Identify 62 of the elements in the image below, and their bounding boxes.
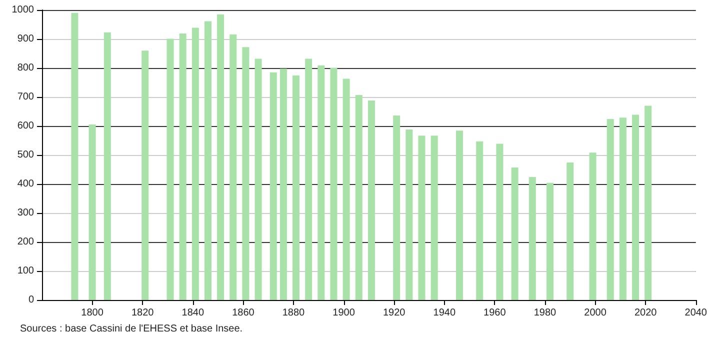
bar xyxy=(204,21,212,300)
bar xyxy=(330,68,338,300)
x-tick-label: 1820 xyxy=(131,308,154,318)
bar xyxy=(280,68,287,300)
bar xyxy=(270,72,277,300)
y-tick-label: 800 xyxy=(17,62,34,74)
bar xyxy=(217,14,224,300)
bar xyxy=(393,116,400,300)
y-tick-label: 600 xyxy=(17,120,34,132)
x-tick-label: 1800 xyxy=(81,308,104,318)
y-tick-label: 1000 xyxy=(12,4,34,16)
x-tick-label: 1920 xyxy=(382,308,406,318)
y-tick-label: 400 xyxy=(17,178,34,190)
bar xyxy=(318,65,325,300)
bar xyxy=(456,130,463,300)
x-tick-label: 1940 xyxy=(433,308,456,318)
bar xyxy=(418,136,426,300)
x-tick-label: 2040 xyxy=(684,308,708,318)
bar xyxy=(511,167,518,300)
bar xyxy=(292,76,300,300)
x-tick-label: 2020 xyxy=(634,308,658,318)
bar xyxy=(589,152,596,300)
bar xyxy=(496,144,504,300)
y-tick-label: 300 xyxy=(17,208,34,218)
x-tick-label: 1900 xyxy=(332,308,356,318)
bar xyxy=(546,182,554,300)
bar xyxy=(242,47,250,300)
y-tick-label: 700 xyxy=(17,92,34,102)
bar xyxy=(192,28,199,300)
x-tick-label: 2000 xyxy=(584,308,607,318)
bar xyxy=(528,177,536,300)
bar xyxy=(644,106,652,300)
bar xyxy=(305,58,312,300)
x-tick-label: 1960 xyxy=(484,308,506,318)
y-tick-label: 100 xyxy=(17,266,34,276)
x-tick-label: 1840 xyxy=(182,308,204,318)
x-tick-label: 1880 xyxy=(282,308,306,318)
bar xyxy=(230,34,237,300)
y-tick-label: 200 xyxy=(17,236,34,248)
bar xyxy=(430,136,438,300)
source-note: Sources : base Cassini de l'EHESS et base Insee. xyxy=(20,324,243,334)
bar xyxy=(406,129,413,300)
bar xyxy=(632,114,640,300)
bar xyxy=(566,162,574,300)
y-tick-label: 900 xyxy=(17,34,34,44)
bar xyxy=(166,38,174,300)
bar xyxy=(342,78,350,300)
bar xyxy=(476,141,484,300)
bar xyxy=(88,124,96,300)
bar xyxy=(619,118,626,300)
bar xyxy=(104,32,111,300)
y-tick-label: 0 xyxy=(28,294,34,306)
bar xyxy=(179,33,186,300)
bar xyxy=(71,12,78,300)
bar xyxy=(142,50,149,300)
x-tick-label: 1980 xyxy=(534,308,557,318)
y-tick-label: 500 xyxy=(17,150,34,160)
bar xyxy=(254,58,262,300)
bar xyxy=(355,94,362,300)
bar xyxy=(368,100,375,300)
bar xyxy=(606,119,614,300)
x-tick-label: 1860 xyxy=(232,308,255,318)
